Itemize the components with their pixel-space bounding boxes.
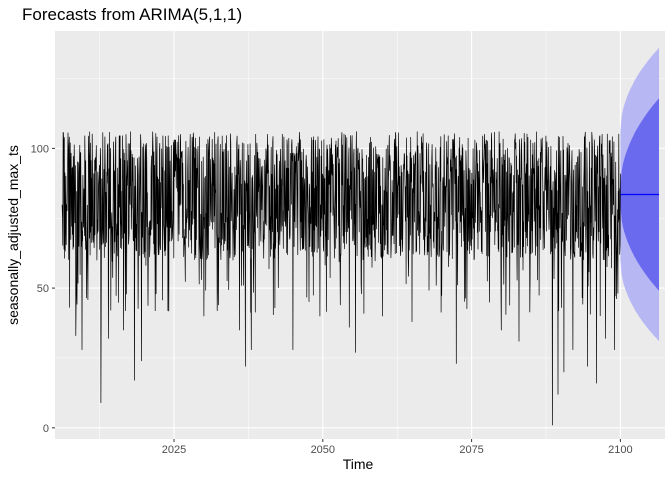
x-tick-label: 2025 xyxy=(162,444,186,456)
x-tick-label: 2050 xyxy=(311,444,335,456)
y-axis-title: seasonally_adjusted_max_ts xyxy=(5,145,21,325)
plot-panel xyxy=(55,31,665,439)
chart-title: Forecasts from ARIMA(5,1,1) xyxy=(22,5,242,24)
y-tick-label: 50 xyxy=(37,283,49,295)
x-axis-ticks: 2025 2050 2075 2100 xyxy=(162,439,633,456)
x-axis-title: Time xyxy=(343,456,374,472)
y-axis-ticks: 0 50 100 xyxy=(31,143,55,435)
observed-line xyxy=(61,131,621,426)
x-tick-label: 2075 xyxy=(459,444,483,456)
x-tick-label: 2100 xyxy=(608,444,632,456)
y-tick-label: 0 xyxy=(43,423,49,435)
observed-series xyxy=(61,131,621,426)
y-tick-label: 100 xyxy=(31,143,49,155)
